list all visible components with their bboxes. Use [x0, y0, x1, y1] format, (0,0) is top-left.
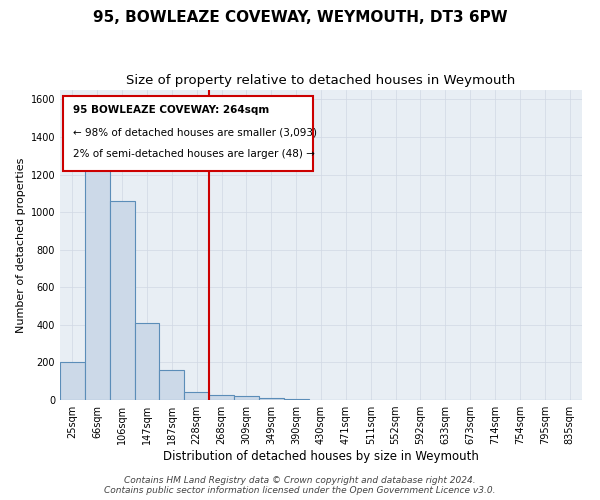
- Title: Size of property relative to detached houses in Weymouth: Size of property relative to detached ho…: [127, 74, 515, 88]
- Bar: [234, 396, 259, 400]
- Text: 95, BOWLEAZE COVEWAY, WEYMOUTH, DT3 6PW: 95, BOWLEAZE COVEWAY, WEYMOUTH, DT3 6PW: [92, 10, 508, 25]
- Bar: [85, 170, 110, 400]
- Bar: [209, 396, 234, 400]
- Text: Contains HM Land Registry data © Crown copyright and database right 2024.
Contai: Contains HM Land Registry data © Crown c…: [104, 476, 496, 495]
- X-axis label: Distribution of detached houses by size in Weymouth: Distribution of detached houses by size …: [163, 450, 479, 463]
- Text: 95 BOWLEAZE COVEWAY: 264sqm: 95 BOWLEAZE COVEWAY: 264sqm: [73, 106, 269, 116]
- Bar: [184, 392, 209, 400]
- Bar: [284, 399, 308, 400]
- Bar: [259, 398, 284, 400]
- FancyBboxPatch shape: [62, 96, 313, 170]
- Bar: [60, 362, 85, 400]
- Text: 2% of semi-detached houses are larger (48) →: 2% of semi-detached houses are larger (4…: [73, 149, 315, 159]
- Text: ← 98% of detached houses are smaller (3,093): ← 98% of detached houses are smaller (3,…: [73, 127, 317, 137]
- Bar: [110, 201, 134, 400]
- Bar: [160, 370, 184, 400]
- Bar: [134, 323, 160, 400]
- Y-axis label: Number of detached properties: Number of detached properties: [16, 158, 26, 332]
